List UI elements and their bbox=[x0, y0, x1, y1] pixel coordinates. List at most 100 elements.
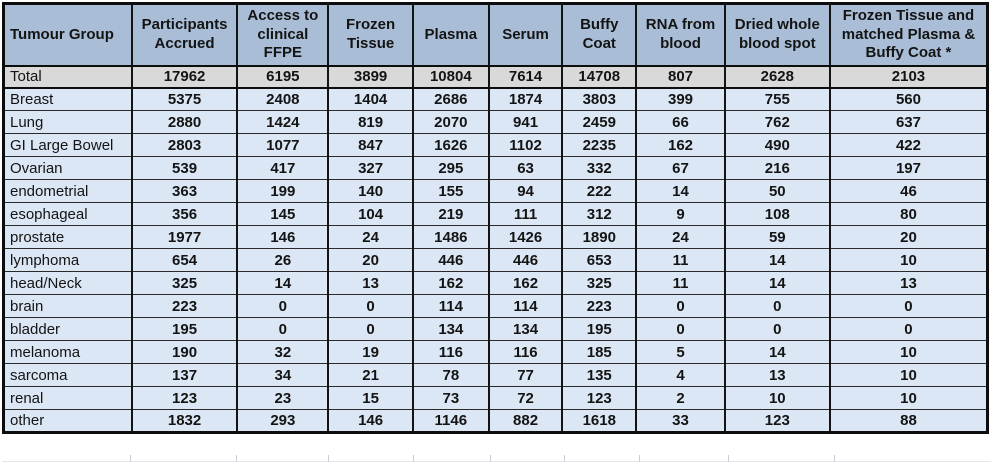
cell-value: 422 bbox=[828, 133, 988, 157]
cell-value: 24 bbox=[635, 225, 725, 249]
cell-value: 88 bbox=[828, 409, 988, 433]
cell-value: 94 bbox=[487, 179, 563, 203]
cell-value: 1874 bbox=[487, 87, 563, 111]
cell-value: 399 bbox=[635, 87, 725, 111]
cell-value: 312 bbox=[561, 202, 637, 226]
cell-value: 1077 bbox=[236, 133, 329, 157]
total-row: Total 17962 6195 3899 10804 7614 14708 807 2628 2… bbox=[2, 65, 988, 89]
cell-value: 14 bbox=[236, 271, 329, 295]
column-header-frozen-tissue: Frozen Tissue bbox=[327, 3, 413, 67]
cell-value: 116 bbox=[411, 340, 489, 364]
row-label: sarcoma bbox=[2, 363, 132, 387]
cell-value: 26 bbox=[236, 248, 329, 272]
cell-value: 2070 bbox=[411, 110, 489, 134]
cell-value: 654 bbox=[130, 248, 238, 272]
table-row: lymphoma 654 26 20 446 446 653 11 14 10 bbox=[2, 248, 988, 272]
cell-value: 295 bbox=[411, 156, 489, 180]
cell-value: 637 bbox=[828, 110, 988, 134]
cell-value: 10 bbox=[723, 386, 830, 410]
cell-value: 77 bbox=[487, 363, 563, 387]
cell-value: 5 bbox=[635, 340, 725, 364]
cell-value: 216 bbox=[723, 156, 830, 180]
cell-value: 363 bbox=[130, 179, 238, 203]
row-label: endometrial bbox=[2, 179, 132, 203]
cell-value: 73 bbox=[411, 386, 489, 410]
gridline-tick bbox=[729, 455, 835, 462]
cell-value: 199 bbox=[236, 179, 329, 203]
column-header-serum: Serum bbox=[487, 3, 563, 67]
table-row: Breast 5375 2408 1404 2686 1874 3803 399 755 560 bbox=[2, 87, 988, 111]
cell-value: 819 bbox=[327, 110, 413, 134]
cell-value: 1890 bbox=[561, 225, 637, 249]
cell-value: 941 bbox=[487, 110, 563, 134]
cell-value: 2103 bbox=[828, 65, 988, 89]
cell-value: 1426 bbox=[487, 225, 563, 249]
cell-value: 80 bbox=[828, 202, 988, 226]
gridline-tick bbox=[835, 455, 991, 462]
cell-value: 0 bbox=[236, 294, 329, 318]
tumour-biospecimen-table: Tumour Group Participants Accrued Access t… bbox=[2, 2, 989, 434]
cell-value: 7614 bbox=[487, 65, 563, 89]
cell-value: 6195 bbox=[236, 65, 329, 89]
gridline-tick bbox=[131, 455, 237, 462]
cell-value: 2235 bbox=[561, 133, 637, 157]
cell-value: 293 bbox=[236, 409, 329, 433]
gridline-tick bbox=[414, 455, 491, 462]
cell-value: 195 bbox=[561, 317, 637, 341]
cell-value: 807 bbox=[635, 65, 725, 89]
cell-value: 1626 bbox=[411, 133, 489, 157]
cell-value: 1404 bbox=[327, 87, 413, 111]
gridline-tick bbox=[237, 455, 329, 462]
cell-value: 23 bbox=[236, 386, 329, 410]
cell-value: 882 bbox=[487, 409, 563, 433]
cell-value: 59 bbox=[723, 225, 830, 249]
table-body: Total 17962 6195 3899 10804 7614 14708 807 2628 2… bbox=[2, 65, 988, 433]
table-row: esophageal 356 145 104 219 111 312 9 108 80 bbox=[2, 202, 988, 226]
cell-value: 2686 bbox=[411, 87, 489, 111]
cell-value: 162 bbox=[411, 271, 489, 295]
column-header-access-to-clinical-ffpe: Access to clinical FFPE bbox=[236, 3, 329, 67]
cell-value: 20 bbox=[327, 248, 413, 272]
gridline-tick bbox=[2, 455, 131, 462]
cell-value: 1486 bbox=[411, 225, 489, 249]
cell-value: 20 bbox=[828, 225, 988, 249]
cell-value: 0 bbox=[828, 294, 988, 318]
cell-value: 2628 bbox=[723, 65, 830, 89]
cell-value: 0 bbox=[635, 294, 725, 318]
row-label: bladder bbox=[2, 317, 132, 341]
cell-value: 14 bbox=[723, 248, 830, 272]
cell-value: 1424 bbox=[236, 110, 329, 134]
cell-value: 223 bbox=[561, 294, 637, 318]
cell-value: 14 bbox=[635, 179, 725, 203]
cell-value: 0 bbox=[327, 294, 413, 318]
row-label: head/Neck bbox=[2, 271, 132, 295]
cell-value: 123 bbox=[723, 409, 830, 433]
table-row: bladder 195 0 0 134 134 195 0 0 0 bbox=[2, 317, 988, 341]
cell-value: 847 bbox=[327, 133, 413, 157]
cell-value: 195 bbox=[130, 317, 238, 341]
cell-value: 137 bbox=[130, 363, 238, 387]
cell-value: 222 bbox=[561, 179, 637, 203]
table-row: other 1832 293 146 1146 882 1618 33 123 88 bbox=[2, 409, 988, 433]
cell-value: 134 bbox=[487, 317, 563, 341]
cell-value: 123 bbox=[130, 386, 238, 410]
cell-value: 0 bbox=[236, 317, 329, 341]
cell-value: 2803 bbox=[130, 133, 238, 157]
cell-value: 332 bbox=[561, 156, 637, 180]
cell-value: 135 bbox=[561, 363, 637, 387]
cell-value: 162 bbox=[635, 133, 725, 157]
row-label: GI Large Bowel bbox=[2, 133, 132, 157]
row-label: Ovarian bbox=[2, 156, 132, 180]
column-header-frozen-tissue-and-matched-plasma-buffy-coat: Frozen Tissue and matched Plasma & Buffy… bbox=[828, 3, 988, 67]
cell-value: 15 bbox=[327, 386, 413, 410]
column-header-participants-accrued: Participants Accrued bbox=[130, 3, 238, 67]
cell-value: 9 bbox=[635, 202, 725, 226]
cell-value: 114 bbox=[487, 294, 563, 318]
table-row: endometrial 363 199 140 155 94 222 14 50 46 bbox=[2, 179, 988, 203]
cell-value: 134 bbox=[411, 317, 489, 341]
cell-value: 14 bbox=[723, 340, 830, 364]
cell-value: 446 bbox=[411, 248, 489, 272]
cell-value: 5375 bbox=[130, 87, 238, 111]
cell-value: 11 bbox=[635, 271, 725, 295]
